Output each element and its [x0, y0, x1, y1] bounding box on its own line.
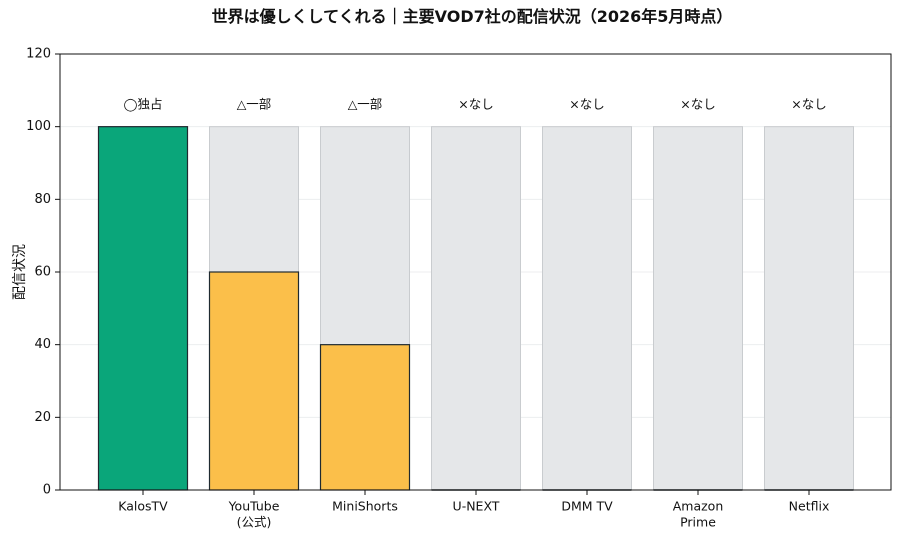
status-label: △一部	[348, 97, 383, 112]
background-bar	[764, 126, 854, 491]
background-bar	[431, 126, 521, 491]
status-label: ×なし	[458, 97, 493, 112]
x-tick-label: (公式)	[237, 515, 272, 530]
status-label: ×なし	[569, 97, 604, 112]
y-tick-label: 60	[34, 265, 51, 280]
status-labels: ◯独占 △一部 △一部 ×なし ×なし ×なし ×なし	[124, 97, 827, 112]
x-tick-label: KalosTV	[118, 499, 168, 514]
value-bar	[208, 271, 300, 491]
y-tick-label: 80	[34, 192, 51, 207]
x-tick-label: U-NEXT	[453, 499, 500, 514]
background-bar	[653, 126, 743, 491]
x-axis-ticks: KalosTV YouTube(公式) MiniShorts U-NEXT DMM TV…	[118, 490, 829, 530]
status-label: ×なし	[791, 97, 826, 112]
x-tick-label: DMM TV	[561, 499, 613, 514]
x-tick-label: Netflix	[789, 499, 830, 514]
value-bar	[319, 344, 411, 491]
y-tick-label: 120	[26, 47, 51, 62]
y-tick-label: 100	[26, 119, 51, 134]
status-label: △一部	[237, 97, 272, 112]
x-tick-label: Prime	[680, 515, 716, 530]
status-label: ◯独占	[124, 97, 163, 112]
y-tick-label: 0	[43, 483, 51, 498]
chart-title: 世界は優しくしてくれる｜主要VOD7社の配信状況（2026年5月時点）	[212, 7, 733, 26]
y-tick-label: 20	[34, 410, 51, 425]
y-axis-ticks: 0 20 40 60 80 100 120	[26, 47, 60, 498]
x-tick-label: MiniShorts	[332, 499, 398, 514]
value-bar	[97, 126, 189, 491]
data-bars	[97, 126, 854, 491]
x-tick-label: Amazon	[673, 499, 724, 514]
status-label: ×なし	[680, 97, 715, 112]
background-bar	[542, 126, 632, 491]
y-axis-label: 配信状況	[12, 244, 28, 300]
x-tick-label: YouTube	[228, 499, 280, 514]
y-tick-label: 40	[34, 337, 51, 352]
